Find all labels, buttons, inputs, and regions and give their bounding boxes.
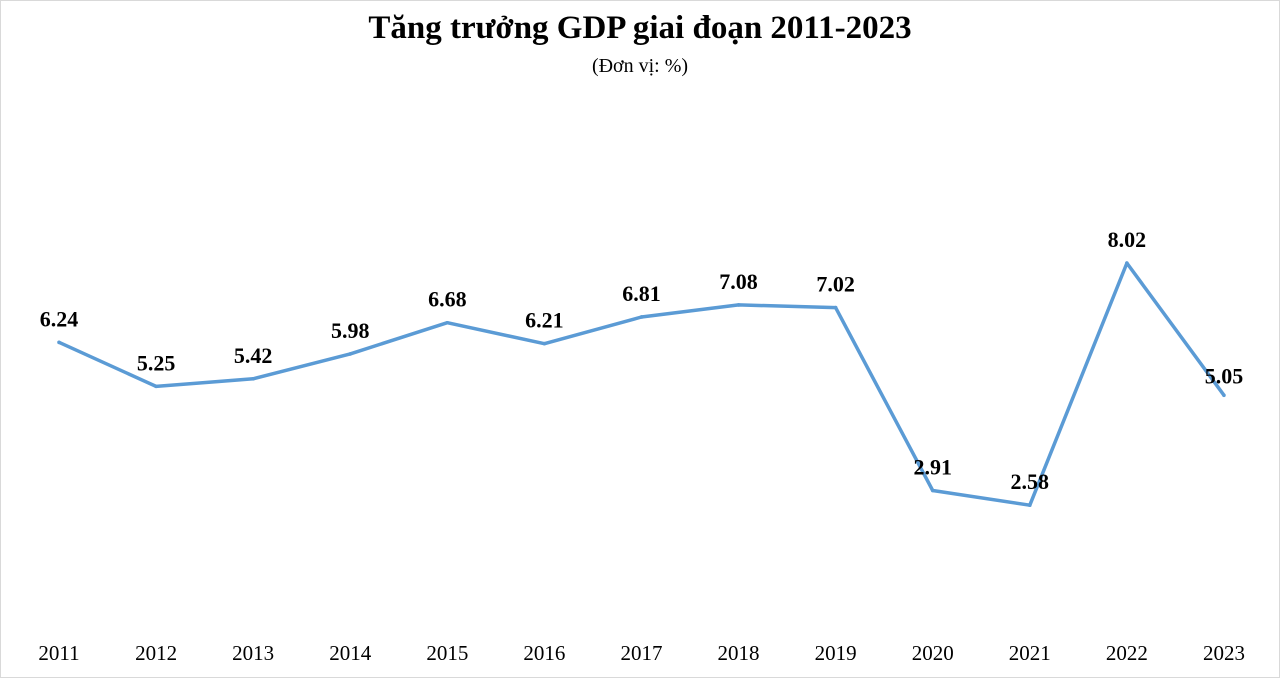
x-tick-label-2012: 2012	[135, 641, 177, 665]
data-point-2018	[736, 303, 741, 307]
data-point-2020	[930, 488, 935, 493]
data-label-2014: 5.98	[331, 318, 370, 343]
x-tick-label-2017: 2017	[620, 641, 662, 665]
x-tick-label-2019: 2019	[815, 641, 857, 665]
data-point-2016	[542, 341, 547, 346]
data-label-2020: 2.91	[913, 455, 952, 480]
data-label-2021: 2.58	[1011, 469, 1050, 494]
x-tick-label-2011: 2011	[38, 641, 79, 665]
data-label-2023: 5.05	[1205, 363, 1244, 388]
x-tick-label-2016: 2016	[523, 641, 565, 665]
data-label-2015: 6.68	[428, 287, 467, 312]
x-tick-label-2015: 2015	[426, 641, 468, 665]
x-tick-label-2013: 2013	[232, 641, 274, 665]
data-label-2011: 6.24	[40, 306, 79, 331]
x-tick-label-2014: 2014	[329, 641, 372, 665]
data-label-2018: 7.08	[719, 269, 758, 294]
data-point-2011	[57, 340, 61, 345]
data-label-2016: 6.21	[525, 308, 564, 333]
data-point-2023	[1222, 393, 1226, 398]
data-point-2015	[445, 320, 450, 325]
data-point-2013	[251, 377, 255, 381]
chart-subtitle: (Đơn vị: %)	[591, 55, 689, 77]
x-tick-label-2020: 2020	[912, 641, 954, 665]
data-point-2021	[1028, 503, 1032, 507]
data-point-2022	[1125, 261, 1129, 265]
data-point-2017	[639, 315, 644, 319]
x-tick-label-2023: 2023	[1203, 641, 1245, 665]
data-label-2012: 5.25	[137, 350, 176, 375]
x-tick-label-2021: 2021	[1009, 641, 1051, 665]
data-label-2013: 5.42	[234, 343, 273, 368]
data-point-2014	[348, 352, 353, 356]
x-tick-label-2022: 2022	[1106, 641, 1148, 665]
data-point-2012	[154, 384, 158, 389]
data-label-2017: 6.81	[622, 281, 661, 306]
data-point-2019	[833, 305, 838, 310]
x-tick-label-2018: 2018	[718, 641, 760, 665]
data-label-2022: 8.02	[1108, 227, 1147, 252]
data-label-2019: 7.02	[816, 272, 855, 297]
chart-title: Tăng trưởng GDP giai đoạn 2011-2023	[368, 10, 912, 46]
